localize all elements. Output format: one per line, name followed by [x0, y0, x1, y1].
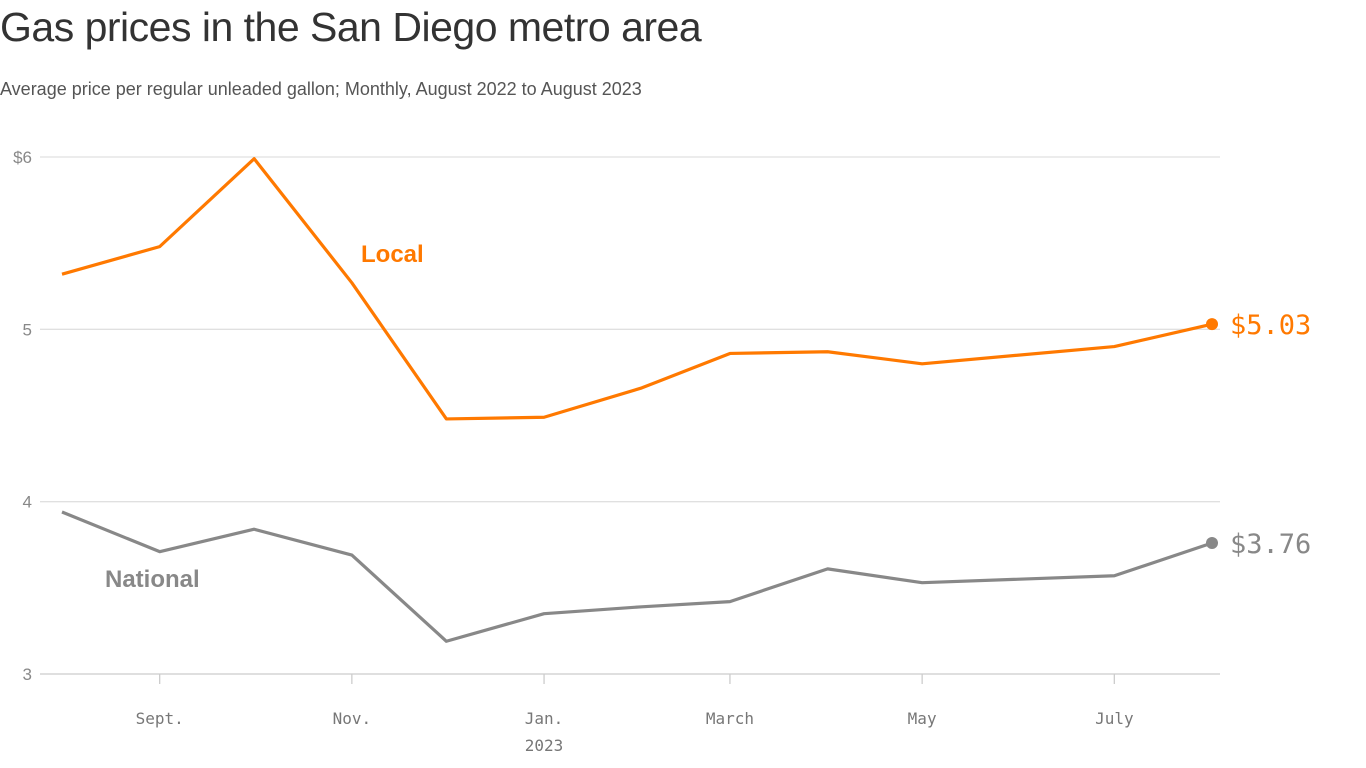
x-tick-sublabel: 2023 [525, 736, 564, 755]
x-tick-label: Jan. [525, 709, 564, 728]
end-point-marker [1206, 537, 1218, 550]
end-point-marker [1206, 318, 1218, 331]
chart-subtitle: Average price per regular unleaded gallo… [0, 79, 642, 99]
end-value-label: $5.03 [1230, 310, 1311, 341]
y-tick-label: 4 [23, 493, 32, 512]
series-line-local [61, 157, 1213, 421]
series-label-national: National [105, 566, 200, 593]
y-tick-label: $6 [13, 148, 32, 167]
x-tick-label: March [706, 709, 754, 728]
x-tick-label: Sept. [136, 709, 184, 728]
series-line-national [61, 510, 1213, 643]
chart-title: Gas prices in the San Diego metro area [0, 4, 702, 50]
y-tick-label: 3 [23, 665, 32, 684]
series-label-local: Local [361, 241, 424, 268]
x-tick-label: Nov. [333, 709, 372, 728]
end-value-label: $3.76 [1230, 529, 1311, 560]
y-tick-label: 5 [23, 320, 32, 339]
x-tick-label: July [1095, 709, 1134, 728]
x-tick-label: May [908, 709, 937, 728]
